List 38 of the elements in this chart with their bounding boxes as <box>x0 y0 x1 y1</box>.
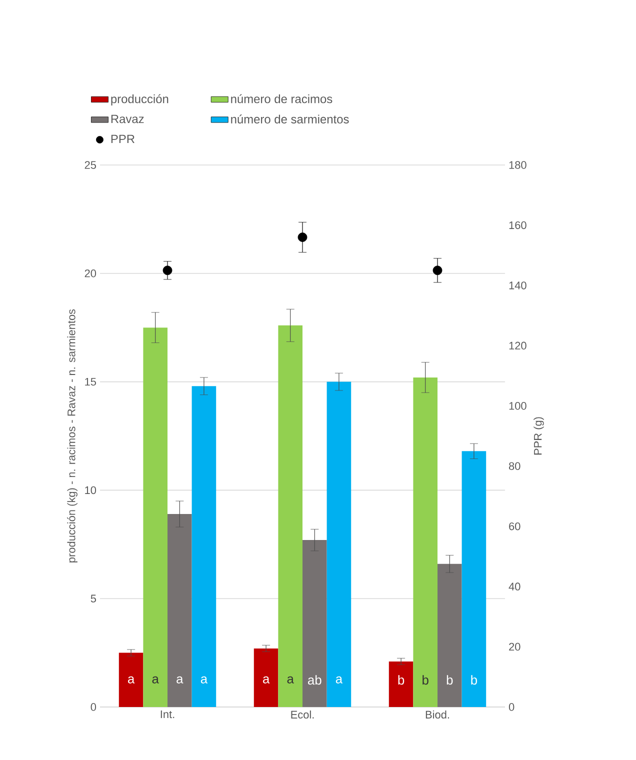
y2-tick-label: 180 <box>509 161 526 169</box>
y2-tick-label: 160 <box>509 221 526 230</box>
y2-tick-label: 100 <box>509 402 526 410</box>
data-label: b <box>422 675 428 685</box>
data-label: b <box>398 675 404 685</box>
legend-label: número de racimos <box>231 94 332 104</box>
data-label: a <box>152 676 159 684</box>
data-label: ab <box>308 675 322 685</box>
y2-tick-label: 60 <box>509 522 520 530</box>
data-label: a <box>262 676 270 684</box>
x-tick-label: Biod. <box>426 710 449 719</box>
data-label: a <box>200 676 208 684</box>
data-label: a <box>336 676 343 684</box>
data-label: a <box>128 676 135 684</box>
y2-tick-label: 0 <box>508 703 514 711</box>
y-tick-label: 10 <box>85 486 96 494</box>
y-tick-label: 20 <box>84 270 96 278</box>
data-label: a <box>176 676 184 684</box>
y2-tick-label: 20 <box>509 642 520 651</box>
y2-tick-label: 40 <box>508 582 520 590</box>
y2-tick-label: 120 <box>509 342 526 350</box>
y-tick-label: 5 <box>90 594 96 602</box>
legend-label: producción <box>111 94 168 106</box>
y-axis-title: producción (kg) - n. racimos - Ravaz - n. sarmientos <box>67 309 78 562</box>
data-label: b <box>446 675 453 685</box>
y2-tick-label: 80 <box>508 462 520 470</box>
legend-label: Ravaz <box>111 114 144 124</box>
y-tick-label: 25 <box>84 161 96 169</box>
x-tick-label: Int. <box>160 710 174 718</box>
legend-label: número de sarmientos <box>231 114 349 124</box>
y-tick-label: 15 <box>85 378 96 386</box>
y2-tick-label: 140 <box>509 282 526 290</box>
y-tick-label: 0 <box>90 703 96 711</box>
y2-axis-title: PPR (g) <box>534 417 544 455</box>
legend-label: PPR <box>111 134 134 144</box>
data-label: b <box>471 675 478 685</box>
x-tick-label: Ecol. <box>291 710 314 719</box>
data-label: a <box>287 676 294 684</box>
